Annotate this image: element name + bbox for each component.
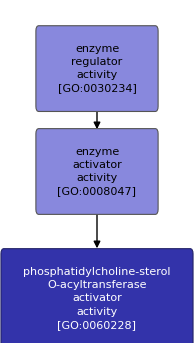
FancyBboxPatch shape: [36, 26, 158, 111]
FancyBboxPatch shape: [1, 249, 193, 343]
Text: enzyme
regulator
activity
[GO:0030234]: enzyme regulator activity [GO:0030234]: [58, 44, 136, 93]
Text: enzyme
activator
activity
[GO:0008047]: enzyme activator activity [GO:0008047]: [57, 147, 137, 196]
Text: phosphatidylcholine-sterol
O-acyltransferase
activator
activity
[GO:0060228]: phosphatidylcholine-sterol O-acyltransfe…: [23, 267, 171, 330]
FancyBboxPatch shape: [36, 129, 158, 214]
